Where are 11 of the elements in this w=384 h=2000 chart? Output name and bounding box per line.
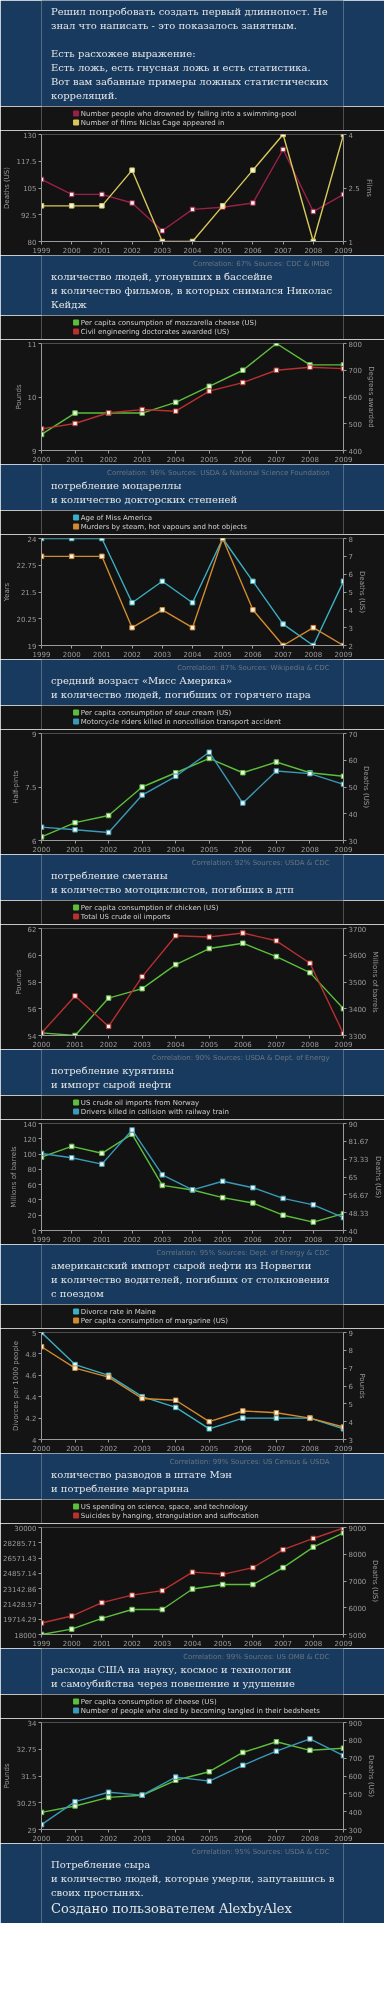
text: количество разводов в штате Мэн и потребление маргарина	[50, 1468, 233, 1494]
text: потребление сметаны и количество мотоциклистов, погибших в дтп	[50, 869, 295, 895]
text: средний возраст «Мисс Америка» и количество людей, погибших от горячего пара	[50, 674, 311, 700]
chart-title: Решил попробовать создать первый длиннопост. Не знал что написать - это показалось занятным. Есть расхожее выражение: Есть ложь, есть гнусная ложь и есть статистика. Вот вам забавные примеры ложных статистических корреляций.	[50, 5, 329, 101]
text: потребление курятины и импорт сырой нефти	[50, 1064, 174, 1090]
text: потребление моцареллы и количество докторских степеней	[50, 479, 238, 505]
text: Потребление сыра и количество людей, которые умерли, запутавшись в своих простынях.	[50, 1858, 335, 1898]
text: американский импорт сырой нефти из Норвегии и количество водителей, погибших от столкновения с поездом	[50, 1259, 330, 1299]
text: количество людей, утонувших в бассейне и количество фильмов, в которых снимался Николас Кейдж	[50, 270, 333, 310]
text: Создано пользователем AlexbyAlex	[50, 1901, 293, 1916]
text: расходы США на науку, космос и технологии и самоубийства через повешение и удушение	[50, 1663, 295, 1689]
